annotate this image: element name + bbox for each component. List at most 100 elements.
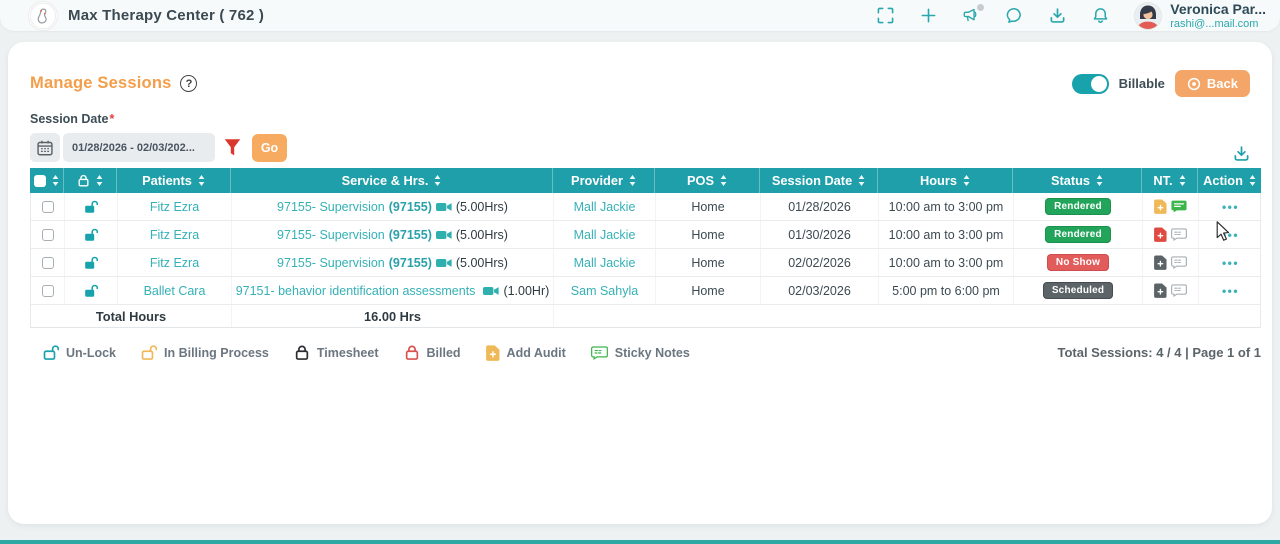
sticky-notes-icon — [591, 346, 608, 360]
unlock-icon[interactable] — [84, 256, 98, 270]
telehealth-icon — [436, 202, 452, 212]
col-session-date[interactable]: Session Date — [760, 168, 878, 193]
patient-link[interactable]: Fitz Ezra — [118, 193, 232, 220]
sticky-note-icon[interactable] — [1171, 256, 1187, 269]
manage-sessions-panel: Manage Sessions ? Billable Back Session … — [8, 42, 1272, 524]
service-code: (97155) — [388, 199, 432, 214]
patient-link[interactable]: Ballet Cara — [118, 277, 232, 304]
total-hours-label: Total Hours — [31, 305, 232, 327]
provider-link[interactable]: Mall Jackie — [554, 193, 656, 220]
session-row: Ballet Cara 97151- behavior identificati… — [31, 277, 1260, 305]
app-logo[interactable] — [29, 1, 57, 30]
telehealth-icon — [483, 286, 499, 296]
notifications-icon[interactable] — [1091, 7, 1109, 25]
export-icon[interactable] — [1233, 145, 1250, 162]
session-row: Fitz Ezra 97155- Supervision (97155) (5.0… — [31, 221, 1260, 249]
date-range-input[interactable] — [63, 133, 215, 162]
sort-icon[interactable] — [52, 175, 59, 186]
sort-icon[interactable] — [1179, 175, 1186, 186]
billable-toggle[interactable] — [1071, 73, 1109, 94]
row-checkbox[interactable] — [41, 256, 54, 269]
provider-link[interactable]: Mall Jackie — [554, 249, 656, 276]
sticky-note-icon[interactable] — [1171, 228, 1187, 241]
service-duration: (5.00Hrs) — [455, 255, 508, 270]
header-checkbox[interactable] — [34, 174, 46, 187]
telehealth-icon — [436, 230, 452, 240]
user-menu[interactable]: Veronica Par... rashi@...mail.com — [1135, 2, 1266, 30]
unlock-icon[interactable] — [84, 228, 98, 242]
fullscreen-icon[interactable] — [876, 7, 894, 25]
service-code: (97155) — [388, 227, 432, 242]
col-status[interactable]: Status — [1013, 168, 1142, 193]
page-title: Manage Sessions — [30, 74, 172, 92]
unlock-icon[interactable] — [84, 284, 98, 298]
col-hours[interactable]: Hours — [878, 168, 1013, 193]
patient-link[interactable]: Fitz Ezra — [118, 249, 232, 276]
audit-icon[interactable] — [1154, 199, 1167, 214]
back-button-label: Back — [1206, 76, 1238, 91]
back-button[interactable]: Back — [1174, 70, 1250, 97]
help-icon[interactable]: ? — [180, 75, 198, 92]
audit-icon[interactable] — [1154, 227, 1167, 242]
row-actions-menu[interactable]: ••• — [1221, 283, 1240, 298]
col-action[interactable]: Action — [1198, 168, 1261, 193]
service-link[interactable]: 97155- Supervision — [277, 199, 385, 214]
sticky-note-icon[interactable] — [1171, 284, 1187, 297]
billable-label: Billable — [1118, 76, 1165, 91]
user-name: Veronica Par... — [1170, 0, 1266, 17]
sort-icon[interactable] — [858, 175, 865, 186]
col-service[interactable]: Service & Hrs. — [231, 168, 553, 193]
announcement-icon[interactable] — [962, 3, 985, 25]
sort-icon[interactable] — [629, 175, 636, 186]
patient-link[interactable]: Fitz Ezra — [118, 221, 232, 248]
download-icon[interactable] — [1048, 7, 1066, 25]
service-link[interactable]: 97155- Supervision — [277, 255, 385, 270]
sort-icon[interactable] — [198, 175, 205, 186]
add-audit-icon — [486, 345, 500, 361]
provider-link[interactable]: Sam Sahyla — [554, 277, 656, 304]
service-code: (97155) — [388, 255, 432, 270]
sticky-note-icon[interactable] — [1171, 200, 1187, 213]
service-link[interactable]: 97151- behavior identification assessmen… — [235, 283, 476, 298]
sort-icon[interactable] — [1096, 175, 1103, 186]
calendar-icon[interactable] — [30, 133, 60, 162]
audit-icon[interactable] — [1154, 283, 1167, 298]
sort-icon[interactable] — [434, 175, 441, 186]
required-marker: * — [109, 112, 115, 126]
sort-icon[interactable] — [963, 175, 970, 186]
sort-icon[interactable] — [96, 175, 103, 186]
add-icon[interactable] — [919, 7, 937, 25]
topbar-actions — [876, 3, 1109, 25]
total-hours-value: 16.00 Hrs — [232, 305, 554, 327]
sort-icon[interactable] — [1249, 175, 1256, 186]
col-nt[interactable]: NT. — [1142, 168, 1198, 193]
col-provider[interactable]: Provider — [553, 168, 655, 193]
center-title: Max Therapy Center ( 762 ) — [68, 7, 265, 24]
go-button[interactable]: Go — [252, 133, 287, 162]
provider-link[interactable]: Mall Jackie — [554, 221, 656, 248]
col-pos[interactable]: POS — [655, 168, 760, 193]
row-checkbox[interactable] — [41, 200, 54, 213]
row-checkbox[interactable] — [41, 284, 54, 297]
service-link[interactable]: 97155- Supervision — [277, 227, 385, 242]
select-all-checkbox[interactable] — [30, 168, 64, 193]
filter-icon[interactable] — [224, 138, 241, 158]
pos-cell: Home — [656, 221, 761, 248]
row-actions-menu[interactable]: ••• — [1221, 199, 1240, 214]
sessions-table: Patients Service & Hrs. Provider POS Ses… — [30, 168, 1261, 328]
sort-icon[interactable] — [720, 175, 727, 186]
unlock-icon[interactable] — [84, 200, 98, 214]
row-actions-menu[interactable]: ••• — [1221, 255, 1240, 270]
row-checkbox[interactable] — [41, 228, 54, 241]
avatar — [1135, 2, 1162, 29]
audit-icon[interactable] — [1154, 255, 1167, 270]
hours-cell: 10:00 am to 3:00 pm — [879, 249, 1014, 276]
service-duration: (5.00Hrs) — [455, 227, 508, 242]
messages-icon[interactable] — [1005, 7, 1023, 25]
logo-icon — [29, 2, 57, 29]
legend-sticky-notes: Sticky Notes — [591, 346, 690, 360]
status-badge: Scheduled — [1042, 282, 1114, 299]
col-patients[interactable]: Patients — [117, 168, 231, 193]
date-cell: 01/30/2026 — [761, 221, 879, 248]
col-lock[interactable] — [64, 168, 117, 193]
